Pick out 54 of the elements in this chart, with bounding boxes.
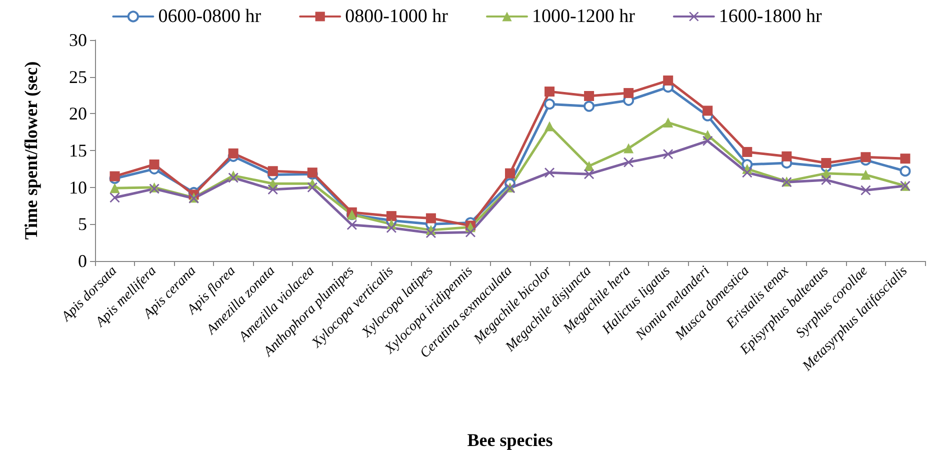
point xyxy=(110,183,120,194)
point xyxy=(900,166,911,177)
legend-label: 1600-1800 hr xyxy=(718,6,822,27)
point xyxy=(900,154,910,164)
point xyxy=(386,211,396,222)
point xyxy=(584,100,595,112)
y-tick-label: 30 xyxy=(69,30,87,50)
point xyxy=(663,149,674,160)
y-tick-label: 20 xyxy=(69,104,87,124)
point xyxy=(584,169,594,180)
y-axis-title: Time spent/flower (sec) xyxy=(21,61,41,240)
y-tick-label: 25 xyxy=(69,66,87,87)
point xyxy=(584,160,594,171)
y-tick-label: 5 xyxy=(78,214,87,234)
point xyxy=(228,148,238,158)
point xyxy=(742,168,752,178)
point xyxy=(268,166,278,176)
point xyxy=(860,152,871,162)
y-tick-label: 10 xyxy=(69,177,87,198)
point xyxy=(860,170,871,180)
legend-label: 0600-0800 hr xyxy=(158,6,262,27)
y-tick-label: 15 xyxy=(69,140,87,160)
y-tick-label: 0 xyxy=(78,251,87,271)
point xyxy=(544,121,555,132)
point xyxy=(624,157,634,168)
point xyxy=(663,76,674,86)
point xyxy=(860,185,871,196)
point xyxy=(624,88,634,98)
point xyxy=(386,222,396,233)
point xyxy=(624,143,634,154)
point xyxy=(110,171,120,182)
point xyxy=(149,159,160,170)
point xyxy=(426,228,436,238)
point xyxy=(465,227,476,238)
point xyxy=(782,151,792,162)
point xyxy=(702,106,713,116)
point xyxy=(110,192,120,203)
point xyxy=(544,168,555,178)
legend-label: 1000-1200 hr xyxy=(532,6,636,27)
point xyxy=(346,220,357,230)
point xyxy=(702,136,713,146)
point xyxy=(544,98,556,110)
legend-label: 0800-1000 hr xyxy=(345,6,449,27)
point xyxy=(821,158,832,168)
point xyxy=(544,86,555,97)
x-axis-title: Bee species xyxy=(467,430,553,450)
point xyxy=(268,184,278,195)
point xyxy=(307,182,318,192)
point xyxy=(663,118,674,128)
point xyxy=(505,168,515,178)
point xyxy=(426,213,436,224)
point xyxy=(821,174,832,185)
point xyxy=(742,146,752,157)
point xyxy=(584,90,594,101)
